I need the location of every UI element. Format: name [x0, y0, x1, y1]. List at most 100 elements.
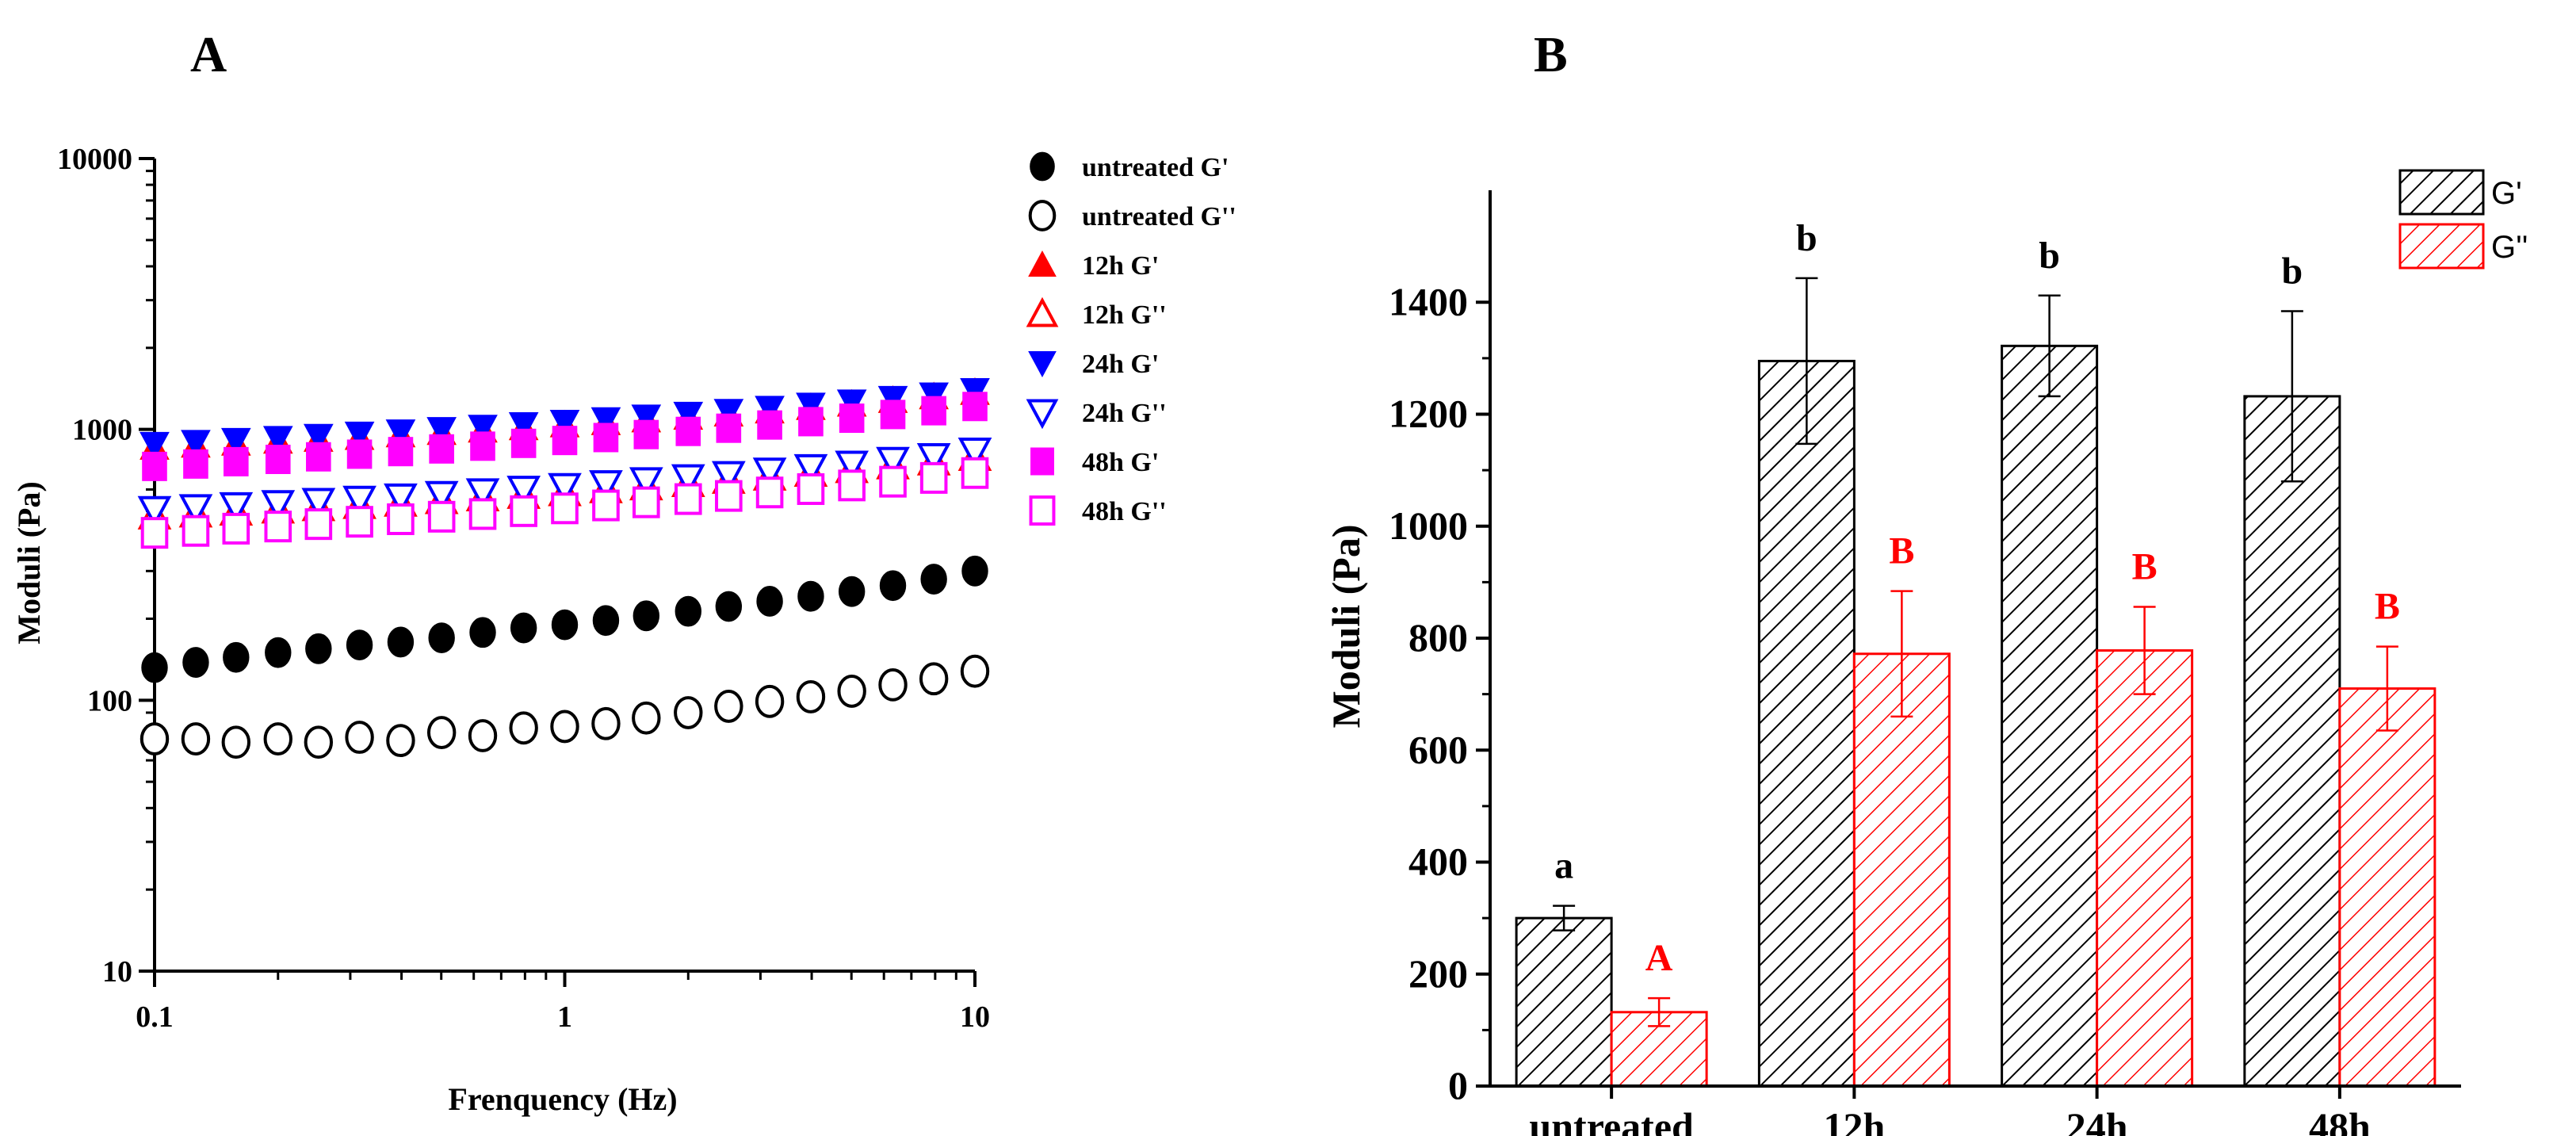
panel-a-point-48h-g-storage [962, 392, 988, 422]
panel-a-point-24h-g-storage [877, 385, 908, 414]
panel-a-point-48h-g-storage [716, 413, 742, 443]
panel-a-point-48h-g-storage [429, 434, 454, 464]
panel-a-legend-label: 24h G'' [1082, 399, 1167, 428]
panel-a-point-24h-g-storage [590, 407, 621, 435]
panel-b-bar-48h-g-storage [2243, 395, 2341, 1088]
panel-b-chart: a Ab Bb Bb B untreated 12h 24h 48h 0 200 400 600 800… [1324, 169, 2528, 1136]
panel-a-point-24h-g-storage [303, 423, 334, 452]
panel-b-letter: B [1534, 26, 1568, 82]
panel-a-point-48h-g-loss [222, 512, 250, 545]
panel-a-point-untreated-g-loss [304, 725, 334, 759]
panel-a-point-untreated-g-loss [796, 680, 826, 713]
panel-a-point-24h-g-storage [181, 430, 211, 458]
panel-a-point-untreated-g-storage [633, 600, 660, 632]
panel-a-point-48h-g-loss [387, 503, 415, 535]
panel-a-legend-label: 48h G'' [1082, 497, 1167, 526]
panel-a-point-untreated-g-storage [428, 622, 455, 653]
panel-a-point-24h-g-loss [957, 438, 992, 469]
panel-a-point-48h-g-loss [592, 489, 620, 522]
panel-b-category-label: 24h [2066, 1104, 2128, 1136]
panel-a-legend-marker-24h-g-loss [1026, 399, 1059, 430]
panel-b-bar-untreated-g-storage [1515, 916, 1613, 1088]
panel-a-point-48h-g-storage [470, 431, 495, 461]
panel-a-point-untreated-g-loss [674, 696, 703, 729]
panel-a-point-48h-g-storage [510, 428, 537, 458]
panel-a-point-48h-g-loss [755, 476, 784, 509]
panel-a-point-24h-g-storage [426, 417, 457, 446]
panel-a-legend-label: 12h G'' [1082, 300, 1167, 330]
panel-a-point-24h-g-storage [344, 421, 375, 449]
panel-a-point-24h-g-storage [140, 431, 170, 460]
panel-a-point-untreated-g-storage [961, 555, 988, 587]
panel-a-x-tick-label: 10 [960, 1000, 990, 1034]
panel-a-point-untreated-g-storage [592, 605, 620, 637]
panel-a-legend-label: untreated G' [1082, 153, 1229, 182]
panel-a-point-untreated-g-loss [140, 722, 170, 755]
panel-a-point-48h-g-storage [757, 410, 782, 440]
panel-a-point-48h-g-storage [388, 437, 414, 467]
panel-a-point-untreated-g-loss [755, 684, 785, 718]
panel-a-legend-label: 12h G' [1082, 251, 1159, 281]
panel-a-point-24h-g-storage [468, 415, 498, 443]
panel-a-point-48h-g-loss [182, 514, 210, 547]
panel-a-point-24h-g-loss [548, 472, 582, 505]
panel-a-legend-label: untreated G'' [1082, 202, 1236, 231]
panel-a-point-24h-g-storage [631, 404, 662, 433]
panel-a-point-24h-g-storage [796, 392, 826, 421]
panel-b-significance-label: A [1645, 937, 1673, 979]
panel-a-point-untreated-g-loss [919, 662, 949, 696]
panel-b-y-tick-label: 0 [1448, 1063, 1468, 1107]
panel-a-point-24h-g-storage [262, 426, 293, 454]
panel-a-point-48h-g-loss [427, 500, 456, 533]
panel-a-point-untreated-g-storage [675, 595, 701, 627]
panel-a-point-24h-g-storage [220, 427, 251, 456]
panel-b-y-tick-label: 400 [1408, 840, 1468, 884]
panel-a-point-48h-g-loss [838, 469, 866, 502]
panel-b-significance-label: a [1554, 845, 1573, 887]
panel-a-y-tick-label: 10 [102, 955, 132, 989]
panel-a-point-untreated-g-storage [551, 609, 579, 641]
panel-b-bar-12h-g-storage [1757, 359, 1856, 1088]
panel-a-point-untreated-g-loss [509, 711, 538, 745]
panel-a-point-24h-g-loss [629, 467, 663, 499]
panel-a-point-untreated-g-storage [265, 637, 292, 668]
panel-a-y-tick-label: 10000 [57, 143, 132, 176]
panel-a-point-untreated-g-storage [182, 647, 209, 678]
panel-a-point-untreated-g-loss [468, 719, 498, 752]
panel-a-point-untreated-g-storage [223, 641, 250, 673]
panel-a-point-24h-g-storage [755, 396, 785, 424]
panel-a-point-untreated-g-storage [141, 652, 168, 683]
panel-a-point-untreated-g-loss [345, 721, 374, 754]
panel-b-significance-label: b [2039, 235, 2060, 277]
panel-a-x-tick-label: 1 [557, 1000, 572, 1034]
panel-a-point-24h-g-storage [508, 412, 539, 440]
panel-a-point-24h-g-loss [876, 446, 910, 479]
panel-a-legend: untreated G' untreated G'' 12h G' 12h G'' 24… [1026, 151, 1236, 526]
panel-b-bar-12h-g-loss [1852, 652, 1951, 1088]
panel-b-legend: G' G'' [2398, 169, 2528, 270]
panel-a-point-24h-g-storage [673, 401, 704, 430]
panel-a-point-48h-g-loss [468, 498, 497, 530]
panel-a-point-48h-g-storage [552, 426, 578, 456]
panel-a-point-untreated-g-loss [386, 724, 415, 758]
panel-a-point-24h-g-storage [385, 419, 416, 448]
panel-b-legend-label: G'' [2491, 230, 2528, 265]
panel-a-point-24h-g-loss [465, 478, 500, 510]
panel-a-point-24h-g-storage [836, 389, 867, 418]
panel-a-point-untreated-g-storage [469, 617, 496, 648]
panel-b-y-tick-label: 800 [1408, 615, 1468, 660]
panel-a-point-48h-g-loss [551, 492, 579, 525]
panel-a-point-untreated-g-loss [550, 710, 579, 744]
panel-b-significance-label: b [1796, 217, 1817, 259]
panel-a-legend-label: 24h G' [1082, 350, 1159, 379]
panel-a-point-48h-g-storage [839, 404, 865, 434]
panel-a-point-24h-g-loss [178, 494, 213, 526]
panel-a-point-48h-g-loss [304, 508, 333, 541]
panel-a-y-tick-label: 1000 [72, 414, 132, 447]
panel-a-point-48h-g-storage [633, 419, 659, 449]
panel-a-point-24h-g-loss [219, 492, 254, 524]
panel-a-point-48h-g-storage [921, 396, 946, 426]
panel-a-point-untreated-g-storage [879, 570, 907, 602]
